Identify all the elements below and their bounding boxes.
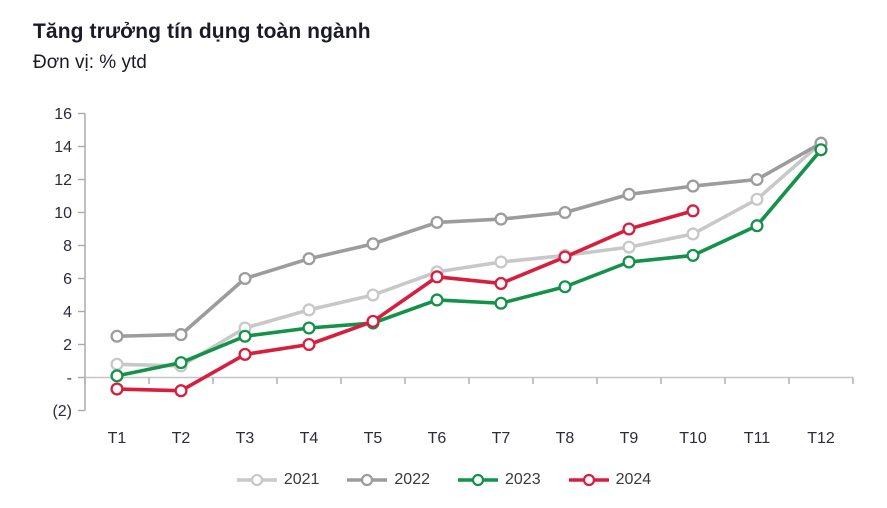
legend-label-2021: 2021 [283,471,320,488]
x-axis-label: T2 [172,430,191,447]
series-line-2022 [115,141,823,339]
y-tick-label: 2 [63,337,72,354]
legend-item-2023: 2023 [457,471,541,489]
x-axis-label: T1 [108,430,127,447]
series-marker-2023-T3 [238,329,252,343]
series-marker-2022-T4 [302,252,316,266]
chart-subtitle: Đơn vị: % ytd [33,52,147,73]
legend-label-2022: 2022 [394,471,430,488]
x-axis-label: T7 [492,430,511,447]
series-marker-2022-T1 [110,329,124,343]
legend-swatch-2023 [458,473,498,487]
legend-marker-icon-2024 [582,473,595,487]
series-marker-2022-T2 [174,328,188,342]
legend-marker-icon-2023 [471,473,485,487]
y-tick-label: 16 [54,106,72,123]
legend-swatch-2024 [568,473,609,487]
series-marker-2021-T4 [302,303,316,317]
series-marker-2022-T11 [750,172,764,187]
series-marker-2023-T1 [110,369,124,383]
legend-swatch-2022 [347,473,388,487]
series-marker-2024-T9 [622,222,636,236]
legend-item-2022: 2022 [346,471,430,489]
y-tick-label: 12 [54,172,72,189]
x-axis-label: T12 [807,430,835,447]
series-marker-2024-T6 [430,270,444,284]
x-axis-label: T4 [300,430,319,447]
series-marker-2022-T8 [558,205,572,220]
legend-swatch-2021 [236,473,277,487]
series-marker-2023-T2 [174,356,188,370]
series-marker-2021-T5 [366,288,380,302]
series-marker-2023-T7 [494,296,508,310]
y-tick-label: 14 [54,139,72,156]
x-axis-label: T10 [679,430,707,447]
x-axis-label: T9 [620,430,639,447]
legend-marker-icon-2022 [361,473,374,487]
x-axis-label: T3 [236,430,255,447]
series-marker-2023-T12 [814,143,828,157]
series-marker-2024-T5 [366,314,380,328]
series-marker-2024-T10 [686,204,700,218]
series-marker-2023-T4 [302,321,316,335]
series-marker-2022-T6 [430,215,444,229]
series-marker-2021-T11 [750,192,764,206]
legend-label-2023: 2023 [505,471,541,488]
series-marker-2022-T3 [238,271,252,286]
series-marker-2024-T8 [558,250,572,264]
series-marker-2021-T10 [686,227,700,241]
series-marker-2024-T2 [174,384,188,398]
y-tick-label: (2) [52,403,72,420]
series-marker-2023-T10 [686,248,700,262]
series-marker-2021-T9 [622,240,636,254]
series-line-2021 [115,141,823,368]
x-axis-label: T5 [364,430,383,447]
legend-item-2021: 2021 [236,471,320,489]
series-marker-2021-T7 [494,255,508,269]
legend-label-2024: 2024 [615,471,652,488]
y-tick-label: - [67,370,72,387]
y-tick-label: 8 [63,238,72,255]
y-tick-label: 10 [54,205,72,222]
series-marker-2023-T8 [558,280,572,294]
series-marker-2022-T10 [686,179,700,193]
x-axis-label: T8 [556,430,575,447]
chart-legend: 2021 2022 2023 2024 [0,471,887,489]
series-marker-2024-T7 [494,276,508,291]
legend-marker-icon-2021 [250,473,263,487]
series-marker-2023-T11 [750,219,764,233]
series-line-2023 [115,148,823,378]
series-marker-2024-T4 [302,337,316,352]
series-marker-2022-T7 [494,212,508,226]
series-marker-2022-T9 [622,187,636,201]
chart-title: Tăng trưởng tín dụng toàn ngành [33,20,371,43]
y-tick-label: 4 [63,304,72,321]
series-marker-2022-T5 [366,237,380,251]
series-line-2024 [115,209,695,393]
series-marker-2021-T1 [110,357,124,371]
y-tick-label: 6 [63,271,72,288]
x-axis-label: T6 [428,430,447,447]
series-marker-2023-T9 [622,255,636,269]
legend-item-2024: 2024 [568,471,652,489]
series-marker-2024-T1 [110,382,124,396]
series-marker-2024-T3 [238,347,252,361]
x-axis-label: T11 [744,430,770,447]
series-marker-2023-T6 [430,293,444,307]
